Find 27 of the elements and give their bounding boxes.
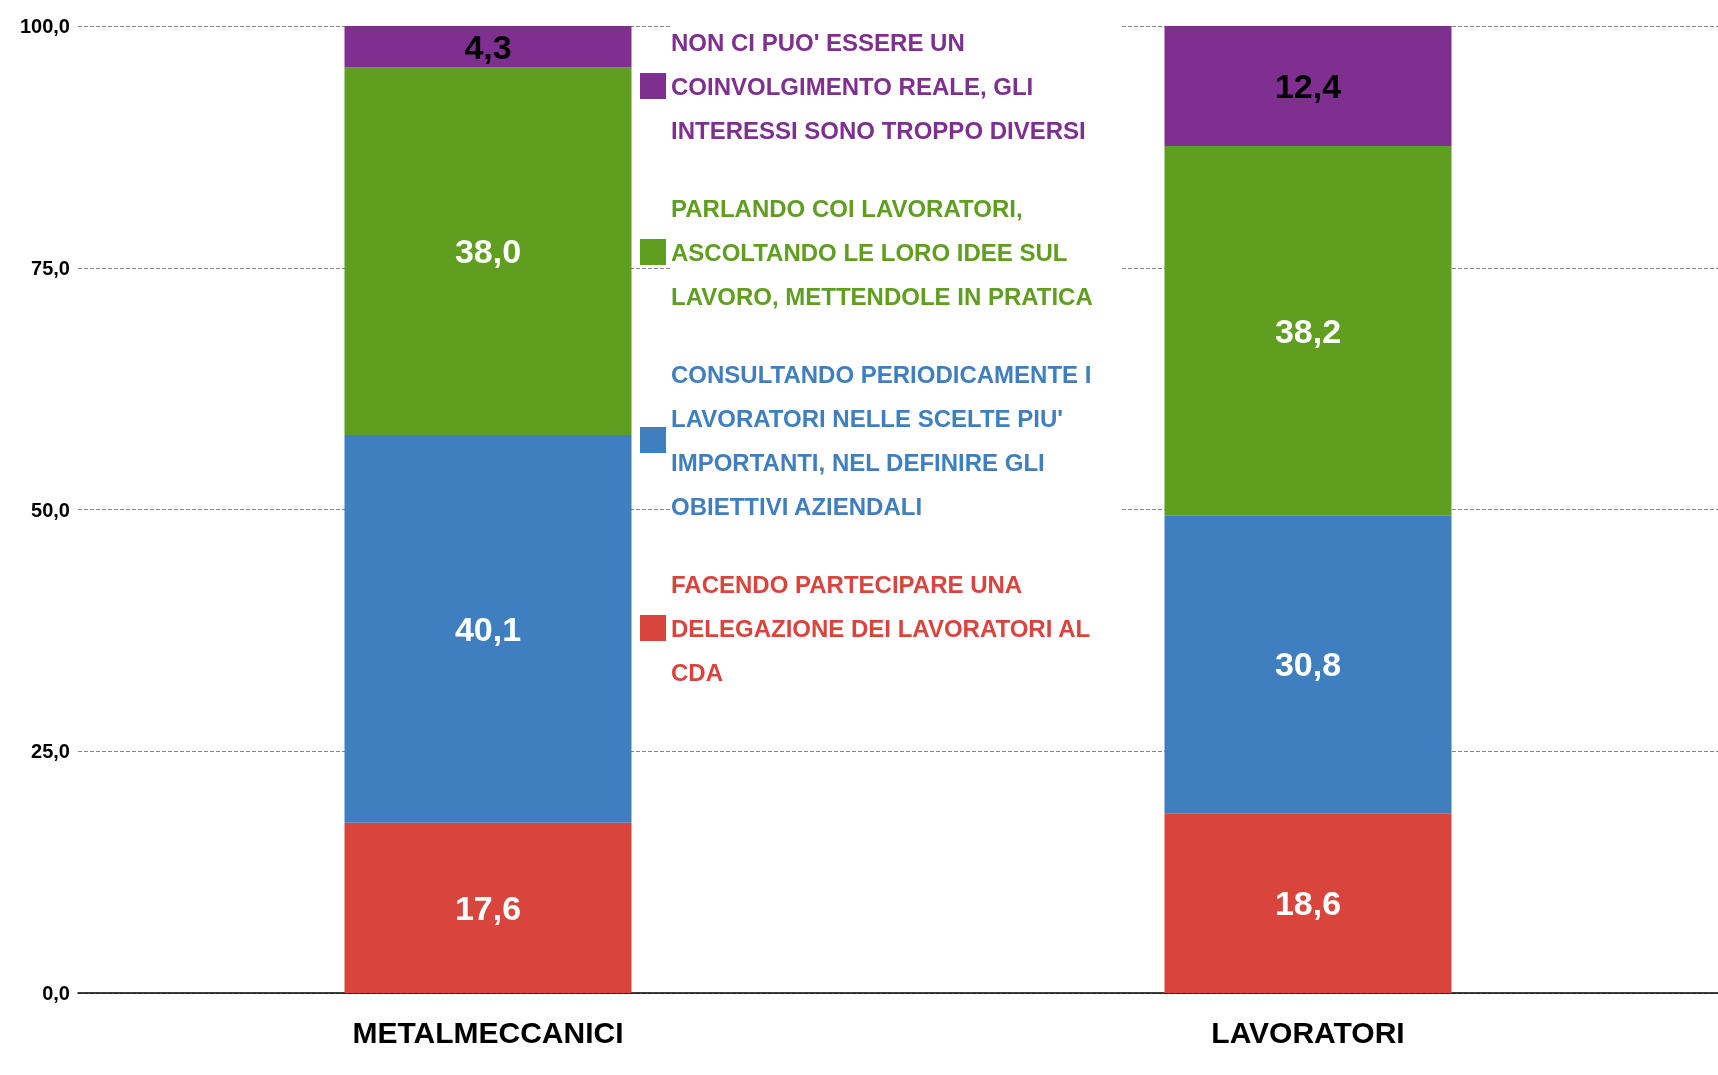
bar: [1164, 26, 1452, 146]
y-tick-label: 0,0: [42, 982, 70, 1004]
bar: [344, 822, 632, 993]
data-label: 30,8: [1274, 645, 1342, 684]
bar: [1164, 145, 1452, 516]
bar: [344, 26, 632, 68]
data-label: 12,4: [1274, 66, 1342, 105]
data-label: 18,6: [1274, 884, 1342, 923]
data-label: 38,2: [1274, 311, 1342, 350]
legend-label: FACENDO PARTECIPARE UNA DELEGAZIONE DEI LAVORATORI AL CDA: [671, 570, 1097, 686]
data-label: 38,0: [454, 232, 522, 271]
y-tick-label: 25,0: [31, 740, 70, 763]
data-label: 40,1: [454, 609, 522, 648]
bar: [1164, 515, 1452, 814]
legend-label: PARLANDO COI LAVORATORI, ASCOLTANDO LE LORO IDEE SUL LAVORO, METTENDOLE IN PRATICA: [671, 194, 1093, 310]
legend-label: CONSULTANDO PERIODICAMENTE I LAVORATORI NELLE SCELTE PIU' IMPORTANTI, NEL DEFINIRE GLI OBIETTIVI AZIENDALI: [671, 360, 1099, 520]
bar: [1164, 813, 1452, 993]
x-tick-label: METALMECCANICI: [352, 1015, 624, 1049]
y-tick-label: 50,0: [31, 498, 70, 521]
data-label: 4,3: [464, 27, 512, 66]
legend-label: NON CI PUO' ESSERE UN COINVOLGIMENTO REALE, GLI INTERESSI SONO TROPPO DIVERSI: [671, 28, 1086, 144]
data-label: 17,6: [454, 888, 522, 927]
bar: [344, 67, 632, 436]
x-tick-label: LAVORATORI: [1211, 1015, 1405, 1049]
y-tick-label: 75,0: [31, 256, 70, 279]
bar: [344, 435, 632, 823]
y-tick-label: 100,0: [19, 15, 70, 37]
